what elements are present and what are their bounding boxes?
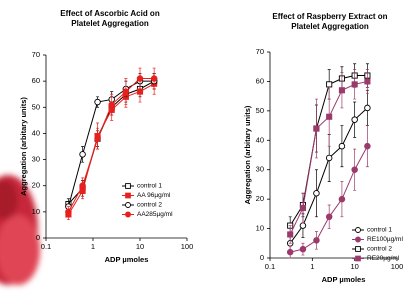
y-tick-label: 30 xyxy=(32,155,40,164)
legend-label: control 2 xyxy=(137,202,162,209)
y-tick-label: 60 xyxy=(32,76,40,85)
marker xyxy=(95,99,101,105)
y-tick-label: 40 xyxy=(32,128,40,137)
x-axis-label: ADP µmoles xyxy=(322,275,366,284)
legend-label: RE20µg/ml xyxy=(367,255,400,262)
title-line: Effect of Ascorbic Acid on xyxy=(60,9,160,18)
legend-label: RE100µg/ml xyxy=(367,236,403,243)
x-tick-label: 1 xyxy=(91,242,95,251)
y-tick-label: 20 xyxy=(256,194,264,203)
legend-marker xyxy=(356,237,361,242)
marker xyxy=(326,155,332,161)
y-tick-label: 60 xyxy=(256,76,264,85)
marker xyxy=(352,82,357,87)
marker xyxy=(339,88,344,93)
marker xyxy=(314,190,320,196)
marker xyxy=(365,143,371,149)
x-axis-label: ADP µmoles xyxy=(105,255,149,264)
y-axis-label: Aggregation (arbitary units) xyxy=(19,97,28,196)
marker xyxy=(80,183,86,189)
y-tick-label: 30 xyxy=(256,165,264,174)
legend-marker xyxy=(126,203,131,208)
x-tick-label: 100 xyxy=(391,262,403,271)
x-tick-label: 10 xyxy=(136,242,144,251)
legend-label: AA285µg/ml xyxy=(137,211,173,218)
legend-label: control 1 xyxy=(137,183,162,190)
marker xyxy=(352,117,358,123)
legend-marker xyxy=(126,184,131,189)
y-tick-label: 10 xyxy=(32,207,40,216)
marker xyxy=(365,105,371,111)
marker xyxy=(314,238,320,244)
y-tick-label: 50 xyxy=(256,106,264,115)
legend-label: control 1 xyxy=(367,227,392,234)
marker xyxy=(352,167,358,173)
legend-marker xyxy=(356,228,361,233)
legend-label: control 2 xyxy=(367,246,392,253)
marker xyxy=(287,249,293,255)
marker xyxy=(326,214,332,220)
marker xyxy=(137,89,142,94)
marker xyxy=(300,246,306,252)
title-line: Platelet Aggregation xyxy=(291,22,369,31)
marker xyxy=(327,82,332,87)
marker xyxy=(66,209,72,215)
title-line: Platelet Aggregation xyxy=(71,19,149,28)
chart: Effect of Ascorbic Acid onPlatelet Aggre… xyxy=(0,0,403,297)
x-tick-label: 0.1 xyxy=(265,262,275,271)
x-tick-label: 100 xyxy=(181,242,194,251)
marker xyxy=(327,114,332,119)
legend-label: AA 96µg/ml xyxy=(137,192,171,199)
title-line: Effect of Raspberry Extract on xyxy=(272,12,387,21)
y-tick-label: 70 xyxy=(256,47,264,56)
marker xyxy=(80,152,86,158)
legend-marker xyxy=(356,247,361,252)
marker xyxy=(300,223,306,229)
y-tick-label: 40 xyxy=(256,135,264,144)
marker xyxy=(339,143,345,149)
marker xyxy=(314,126,319,131)
marker xyxy=(365,79,370,84)
x-tick-label: 1 xyxy=(310,262,314,271)
x-tick-label: 0.1 xyxy=(41,242,51,251)
marker xyxy=(95,136,101,142)
marker xyxy=(288,232,293,237)
y-tick-label: 50 xyxy=(32,102,40,111)
y-tick-label: 20 xyxy=(32,181,40,190)
marker xyxy=(300,205,305,210)
marker xyxy=(137,76,143,82)
marker xyxy=(109,102,115,108)
y-axis-label: Aggregation (arbitary units) xyxy=(243,105,252,204)
series-line xyxy=(290,146,367,252)
marker xyxy=(339,196,345,202)
y-tick-label: 0 xyxy=(36,233,40,242)
y-tick-label: 0 xyxy=(260,253,264,262)
legend-marker xyxy=(126,212,131,217)
marker xyxy=(123,89,129,95)
y-tick-label: 10 xyxy=(256,224,264,233)
legend-marker xyxy=(126,193,131,198)
marker xyxy=(151,76,157,82)
page: Effect of Ascorbic Acid onPlatelet Aggre… xyxy=(0,0,403,297)
y-tick-label: 70 xyxy=(32,50,40,59)
legend-marker xyxy=(356,256,361,261)
x-tick-label: 10 xyxy=(350,262,358,271)
